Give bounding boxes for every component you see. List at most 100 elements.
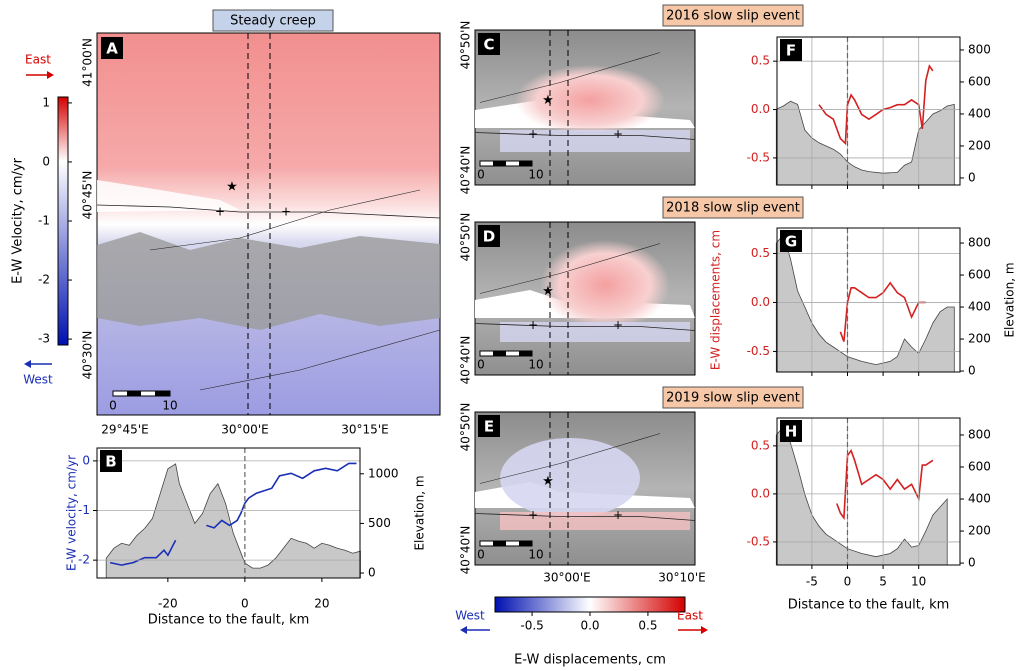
lat-label: 40°50'N (459, 21, 473, 70)
profile-line (818, 64, 934, 146)
fault (199, 329, 441, 391)
fault (474, 323, 696, 331)
panel-label: H (785, 423, 798, 441)
map-decorations: ★ + +0 10 C 2016 slow slip event 40°50'N 40°40'… (459, 4, 804, 585)
title-box (662, 386, 804, 409)
y-tick-label: 0.5 (751, 54, 770, 68)
fault (474, 132, 696, 140)
y-tick-label: -1 (78, 503, 90, 517)
lat-label: 40°50'N (459, 403, 473, 452)
elevation-area (105, 463, 361, 579)
star: ★ (542, 93, 554, 108)
colorbar-label: E-W Velocity, cm/yr (11, 157, 26, 284)
colorbar-label: E-W displacements, cm (514, 653, 666, 668)
scale-label: 0 (109, 399, 117, 413)
y-tick-label: 0 (82, 453, 90, 467)
hillshade (97, 232, 440, 330)
lat-label: 40°50'N (459, 213, 473, 262)
scale-label: 0 (477, 358, 485, 372)
west-label: West (23, 373, 53, 387)
title-box (212, 9, 334, 32)
star: ★ (542, 474, 554, 489)
y2-tick-label: 200 (968, 332, 991, 346)
colorbar (494, 596, 686, 613)
y2-tick-label: 0 (968, 556, 976, 570)
scale-bar (127, 391, 141, 396)
profile-line (206, 462, 357, 529)
y-tick-label: 0.0 (751, 102, 770, 116)
plot-frame (776, 227, 961, 373)
x-tick-label: -5 (806, 575, 818, 589)
map-title: 2016 slow slip event (666, 9, 800, 24)
fault (479, 243, 661, 294)
marker: + (613, 508, 623, 522)
velocity-colorbar: East West E-W Velocity, cm/yr 1 0 -1 -2 -3 (11, 53, 72, 387)
scale-bar (519, 541, 532, 546)
east-label: East (25, 53, 51, 67)
panel-label: C (483, 36, 494, 54)
x-tick-label: 0 (241, 597, 249, 611)
scale-bar (493, 541, 506, 546)
scale-bar (493, 161, 506, 166)
lon-label: 30°00'E (543, 571, 590, 585)
fault (479, 433, 661, 484)
lat-label: 40°40'N (459, 336, 473, 385)
scale-bar (155, 391, 170, 396)
colorbar-tick-label: 1 (42, 95, 50, 109)
y2-tick-label: 200 (968, 138, 991, 152)
y2-tick-label: 600 (968, 268, 991, 282)
marker: + (528, 127, 538, 141)
y-tick-label: -2 (78, 553, 90, 567)
map-d (474, 221, 696, 376)
scale-bar (519, 161, 532, 166)
y2-tick-label: 800 (968, 427, 991, 441)
lat-label: 40°40'N (459, 146, 473, 195)
displacement-field (515, 65, 665, 135)
colorbar (57, 96, 69, 346)
colorbar-tick-label: 0 (42, 154, 50, 168)
y-tick-label: 0.0 (751, 295, 770, 309)
y2-tick-label: 800 (968, 236, 991, 250)
displacement-colorbar: West East E-W displacements, cm -0.5 0.0 0… (455, 596, 708, 668)
title-box (662, 196, 804, 219)
y-tick-label: 0.5 (751, 246, 770, 260)
title-box (662, 4, 804, 27)
star: ★ (542, 284, 554, 299)
fault (479, 52, 661, 103)
profile-line (109, 539, 177, 566)
y2-tick-label: 0 (968, 170, 976, 184)
colorbar-tick-label: 0.0 (580, 619, 599, 633)
panel-label-box (478, 33, 500, 55)
y2-tick-label: 400 (968, 300, 991, 314)
lat-label: 40°30'N (81, 331, 95, 380)
fault (96, 204, 441, 219)
y2-tick-label: 0 (368, 566, 376, 580)
profile-line (839, 281, 926, 342)
colorbar-tick-label: -1 (38, 214, 50, 228)
elevation-area (775, 100, 955, 186)
panel-label: D (483, 228, 495, 246)
y-tick-label: -0.5 (747, 150, 770, 164)
y-tick-label: -0.5 (747, 534, 770, 548)
map-frame (96, 32, 441, 416)
arrowhead (47, 71, 54, 79)
star: ★ (226, 180, 238, 195)
scale-bar (519, 351, 532, 356)
plot-frame (96, 447, 361, 579)
map-a: ★ + + 0 10 A Steady creep 41°00'N 40°45'… (81, 9, 441, 437)
scale-label: 10 (528, 168, 543, 182)
y2-tick-label: 800 (968, 42, 991, 56)
scale-label: 0 (477, 168, 485, 182)
west-label: West (455, 609, 485, 623)
scale-label: 0 (477, 548, 485, 562)
lon-label: 30°15'E (341, 423, 388, 437)
lat-label: 40°45'N (81, 171, 95, 220)
y2-tick-label: 600 (968, 460, 991, 474)
y2-tick-label: 600 (968, 74, 991, 88)
colorbar-tick-label: 0.5 (638, 619, 657, 633)
y2-tick-label: 500 (368, 516, 391, 530)
panel-label: A (106, 40, 118, 58)
lon-label: 30°00'E (221, 423, 268, 437)
panel-label-box (780, 420, 802, 442)
